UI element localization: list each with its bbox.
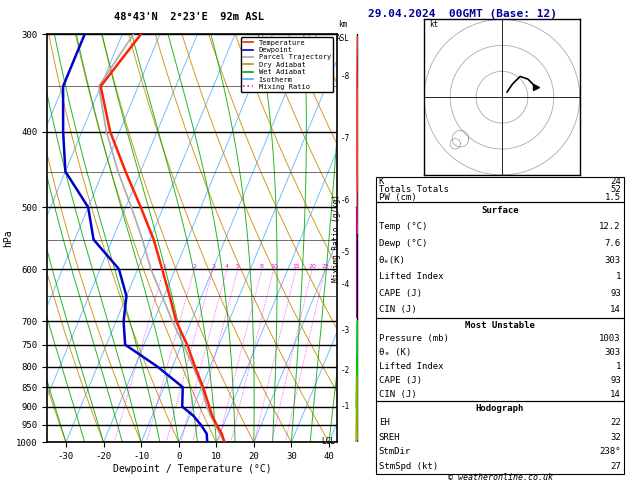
Text: LCL: LCL [321, 437, 335, 447]
Text: Mixing Ratio (g/kg): Mixing Ratio (g/kg) [332, 194, 341, 282]
Text: 12.2: 12.2 [599, 222, 621, 231]
Text: -7: -7 [340, 134, 350, 143]
Text: Most Unstable: Most Unstable [465, 321, 535, 330]
Legend: Temperature, Dewpoint, Parcel Trajectory, Dry Adiabat, Wet Adiabat, Isotherm, Mi: Temperature, Dewpoint, Parcel Trajectory… [241, 37, 333, 92]
Text: 10: 10 [270, 264, 277, 269]
Text: 32: 32 [610, 433, 621, 442]
Text: 1: 1 [615, 272, 621, 281]
Text: -5: -5 [340, 248, 350, 258]
Text: 5: 5 [236, 264, 240, 269]
Text: EH: EH [379, 418, 389, 427]
Text: 1: 1 [615, 362, 621, 371]
Text: CAPE (J): CAPE (J) [379, 289, 421, 298]
Text: CAPE (J): CAPE (J) [379, 376, 421, 385]
Text: ASL: ASL [336, 34, 350, 43]
Text: -1: -1 [340, 402, 350, 411]
Text: θₑ (K): θₑ (K) [379, 348, 411, 357]
Text: StmSpd (kt): StmSpd (kt) [379, 462, 438, 471]
Text: 3: 3 [211, 264, 215, 269]
Text: 1.5: 1.5 [604, 193, 621, 202]
Text: 7.6: 7.6 [604, 239, 621, 248]
Text: 303: 303 [604, 348, 621, 357]
Text: 93: 93 [610, 289, 621, 298]
Text: 238°: 238° [599, 448, 621, 456]
Text: © weatheronline.co.uk: © weatheronline.co.uk [448, 473, 552, 482]
Text: 1: 1 [162, 264, 166, 269]
Text: Totals Totals: Totals Totals [379, 185, 448, 194]
Text: Lifted Index: Lifted Index [379, 272, 443, 281]
Text: Lifted Index: Lifted Index [379, 362, 443, 371]
Text: θₑ(K): θₑ(K) [379, 256, 406, 264]
Text: -4: -4 [340, 280, 350, 289]
Text: 29.04.2024  00GMT (Base: 12): 29.04.2024 00GMT (Base: 12) [368, 9, 557, 19]
Text: 25: 25 [321, 264, 329, 269]
Text: CIN (J): CIN (J) [379, 390, 416, 399]
X-axis label: Dewpoint / Temperature (°C): Dewpoint / Temperature (°C) [113, 464, 271, 474]
Text: 8: 8 [260, 264, 264, 269]
Text: Dewp (°C): Dewp (°C) [379, 239, 427, 248]
Text: 22: 22 [610, 418, 621, 427]
Text: 20: 20 [308, 264, 316, 269]
Text: 93: 93 [610, 376, 621, 385]
Text: Pressure (mb): Pressure (mb) [379, 334, 448, 344]
Text: PW (cm): PW (cm) [379, 193, 416, 202]
Text: -2: -2 [340, 366, 350, 375]
Text: SREH: SREH [379, 433, 400, 442]
Text: kt: kt [430, 20, 438, 29]
Text: Surface: Surface [481, 206, 518, 214]
Text: StmDir: StmDir [379, 448, 411, 456]
Text: 27: 27 [610, 462, 621, 471]
Text: 14: 14 [610, 390, 621, 399]
Text: Hodograph: Hodograph [476, 404, 524, 413]
Text: 2: 2 [192, 264, 196, 269]
Text: CIN (J): CIN (J) [379, 306, 416, 314]
Text: 14: 14 [610, 306, 621, 314]
Text: km: km [338, 20, 347, 29]
Text: 52: 52 [610, 185, 621, 194]
Text: -3: -3 [340, 327, 350, 335]
Text: 24: 24 [610, 177, 621, 186]
Text: 15: 15 [292, 264, 300, 269]
Text: 4: 4 [225, 264, 229, 269]
Text: K: K [379, 177, 384, 186]
Text: -6: -6 [340, 196, 350, 205]
Text: 48°43'N  2°23'E  92m ASL: 48°43'N 2°23'E 92m ASL [114, 12, 264, 22]
Text: Temp (°C): Temp (°C) [379, 222, 427, 231]
Text: -8: -8 [340, 72, 350, 81]
Text: 303: 303 [604, 256, 621, 264]
Y-axis label: hPa: hPa [3, 229, 13, 247]
Text: 1003: 1003 [599, 334, 621, 344]
